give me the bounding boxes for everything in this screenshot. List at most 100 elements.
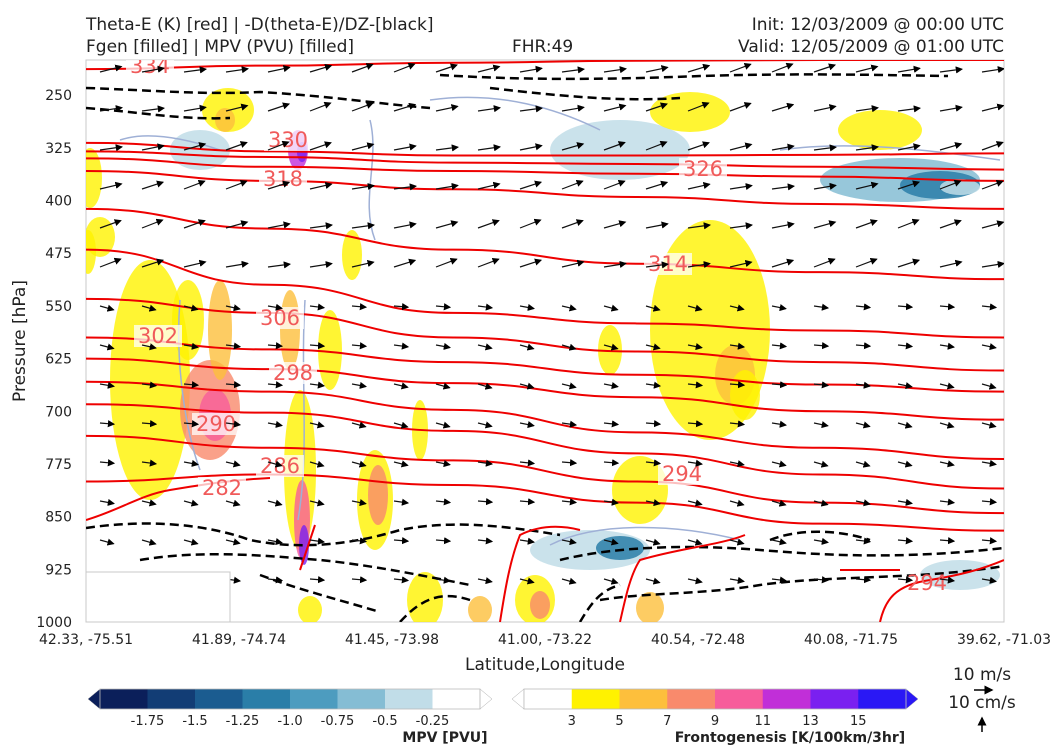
contour-label-background [198, 477, 246, 499]
wind-vector [855, 499, 871, 507]
x-tick-label: 41.45, -73.98 [345, 632, 439, 648]
wind-vector [561, 259, 585, 268]
wind-vector [645, 65, 669, 73]
wind-vector [561, 66, 585, 74]
wind-vector [309, 381, 326, 389]
wind-key-horizontal-label: 10 m/s [953, 665, 1011, 685]
wind-vector [267, 180, 291, 190]
theta-e-contour [879, 559, 1004, 622]
wind-vector [771, 221, 795, 229]
wind-vector [435, 421, 451, 429]
colorbar-swatch [571, 689, 620, 709]
mpv-contour [177, 299, 201, 471]
wind-vector [267, 538, 283, 546]
wind-vector [561, 343, 577, 351]
theta-e-contour [86, 403, 1004, 490]
stability-contour [139, 552, 471, 587]
x-tick-label: 40.54, -72.48 [651, 632, 745, 648]
colorbar-swatch [337, 689, 386, 709]
wind-vector [939, 342, 955, 350]
wind-vector [729, 63, 752, 73]
wind-vector [435, 182, 459, 191]
wind-vector [687, 577, 703, 585]
wind-vector [99, 459, 116, 467]
wind-vector [141, 105, 165, 113]
wind-vector [183, 304, 199, 312]
frontogenesis-fill-region [407, 572, 443, 622]
wind-vector [225, 66, 249, 74]
wind-vector [729, 342, 746, 350]
wind-vector [183, 420, 200, 428]
x-axis-label: Latitude,Longitude [465, 655, 625, 675]
colorbar-tick-label: 11 [754, 714, 771, 729]
title-line-2: Fgen [filled] | MPV (PVU) [filled] [86, 37, 355, 57]
wind-vector [267, 303, 283, 311]
wind-vector [855, 576, 872, 584]
wind-vector [267, 460, 283, 468]
y-tick-label: 1000 [36, 615, 72, 631]
wind-vector [519, 537, 535, 545]
frontogenesis-fill-region [468, 596, 492, 622]
colorbar-tick-label: -0.5 [372, 714, 397, 729]
wind-vector [435, 104, 459, 112]
y-tick-label: 400 [45, 194, 72, 210]
terrain-mask [85, 571, 231, 623]
colorbar-tick-label: 13 [802, 714, 819, 729]
theta-e-contour-label: 330 [268, 128, 308, 152]
wind-vector [309, 342, 326, 350]
frontogenesis-colorbar-label: Frontogenesis [K/100km/3hr] [675, 730, 905, 746]
wind-vector [351, 222, 375, 230]
theta-e-contour [86, 248, 1004, 339]
wind-vector [99, 538, 115, 546]
wind-vector [141, 420, 158, 428]
theta-e-contour [86, 297, 1004, 372]
wind-vector [183, 538, 199, 546]
colorbar-swatch [715, 689, 764, 709]
wind-vector [309, 421, 325, 429]
wind-vector [435, 257, 458, 268]
wind-vector [645, 538, 661, 546]
theta-e-contour [619, 534, 746, 622]
wind-vector [435, 537, 452, 545]
wind-vector [561, 538, 577, 546]
wind-vector [351, 537, 368, 545]
title-line-1: Theta-E (K) [red] | -D(theta-E)/DZ-[blac… [86, 15, 434, 35]
wind-vector [99, 181, 123, 190]
wind-vector [687, 420, 704, 428]
wind-vector [897, 342, 914, 350]
wind-vector [183, 499, 199, 507]
wind-vector [687, 381, 704, 389]
wind-vector [183, 459, 199, 467]
wind-vector [855, 537, 872, 545]
wind-vector [981, 459, 997, 467]
wind-vector [603, 66, 627, 74]
wind-vector [351, 259, 375, 268]
wind-vector [645, 221, 669, 229]
colorbar-swatch [667, 689, 716, 709]
wind-vector [183, 219, 206, 229]
mpv-contour [429, 96, 601, 131]
wind-vector [645, 420, 662, 428]
wind-vector [435, 342, 451, 350]
mpv-fill-region [596, 536, 644, 560]
wind-vector [477, 382, 493, 390]
wind-vector [225, 141, 248, 151]
colorbar-extend-low [511, 688, 525, 710]
wind-vector [687, 141, 710, 151]
wind-vector [435, 63, 458, 73]
frontogenesis-fill-region [342, 230, 362, 280]
wind-vector [729, 420, 746, 428]
frontogenesis-fill-region [172, 280, 204, 360]
wind-vector [351, 102, 374, 112]
wind-vector [267, 381, 284, 389]
y-axis: 250 325 400 475 550 625 700 775 850 925 1000 [36, 88, 72, 631]
wind-vector [393, 303, 410, 311]
wind-vector [981, 343, 997, 351]
wind-vector [771, 258, 795, 268]
wind-vector [897, 218, 920, 229]
wind-vector [561, 304, 577, 312]
wind-vector [645, 261, 669, 269]
wind-vector [309, 181, 333, 190]
wind-vector [267, 576, 284, 584]
